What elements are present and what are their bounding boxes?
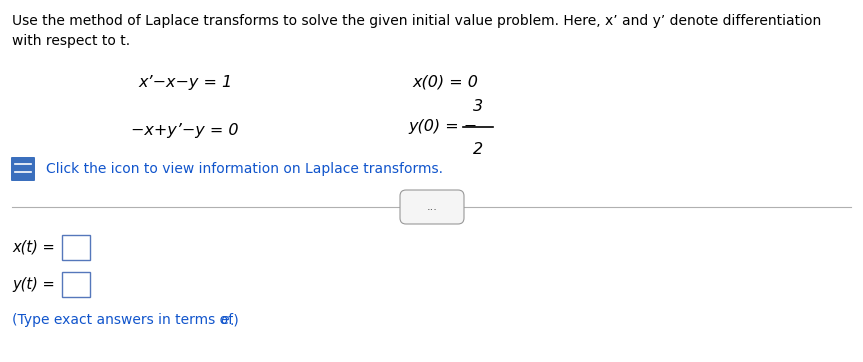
Text: x’−x−y = 1: x’−x−y = 1 — [138, 75, 232, 89]
Text: y(t) =: y(t) = — [12, 277, 54, 291]
Text: ...: ... — [426, 202, 438, 212]
Text: Use the method of Laplace transforms to solve the given initial value problem. H: Use the method of Laplace transforms to … — [12, 14, 822, 28]
Text: 3: 3 — [473, 100, 483, 114]
Text: x(0) = 0: x(0) = 0 — [412, 75, 478, 89]
Text: 2: 2 — [473, 142, 483, 156]
Text: with respect to t.: with respect to t. — [12, 34, 130, 48]
Text: e: e — [220, 313, 229, 327]
FancyBboxPatch shape — [400, 190, 464, 224]
Text: x(t) =: x(t) = — [12, 240, 54, 254]
FancyBboxPatch shape — [11, 157, 35, 181]
Text: .): .) — [229, 313, 239, 327]
Text: (Type exact answers in terms of: (Type exact answers in terms of — [12, 313, 237, 327]
Text: −x+y’−y = 0: −x+y’−y = 0 — [131, 122, 239, 138]
Text: Click the icon to view information on Laplace transforms.: Click the icon to view information on La… — [46, 162, 443, 176]
FancyBboxPatch shape — [62, 235, 90, 260]
FancyBboxPatch shape — [62, 272, 90, 296]
Text: y(0) = −: y(0) = − — [408, 119, 477, 135]
